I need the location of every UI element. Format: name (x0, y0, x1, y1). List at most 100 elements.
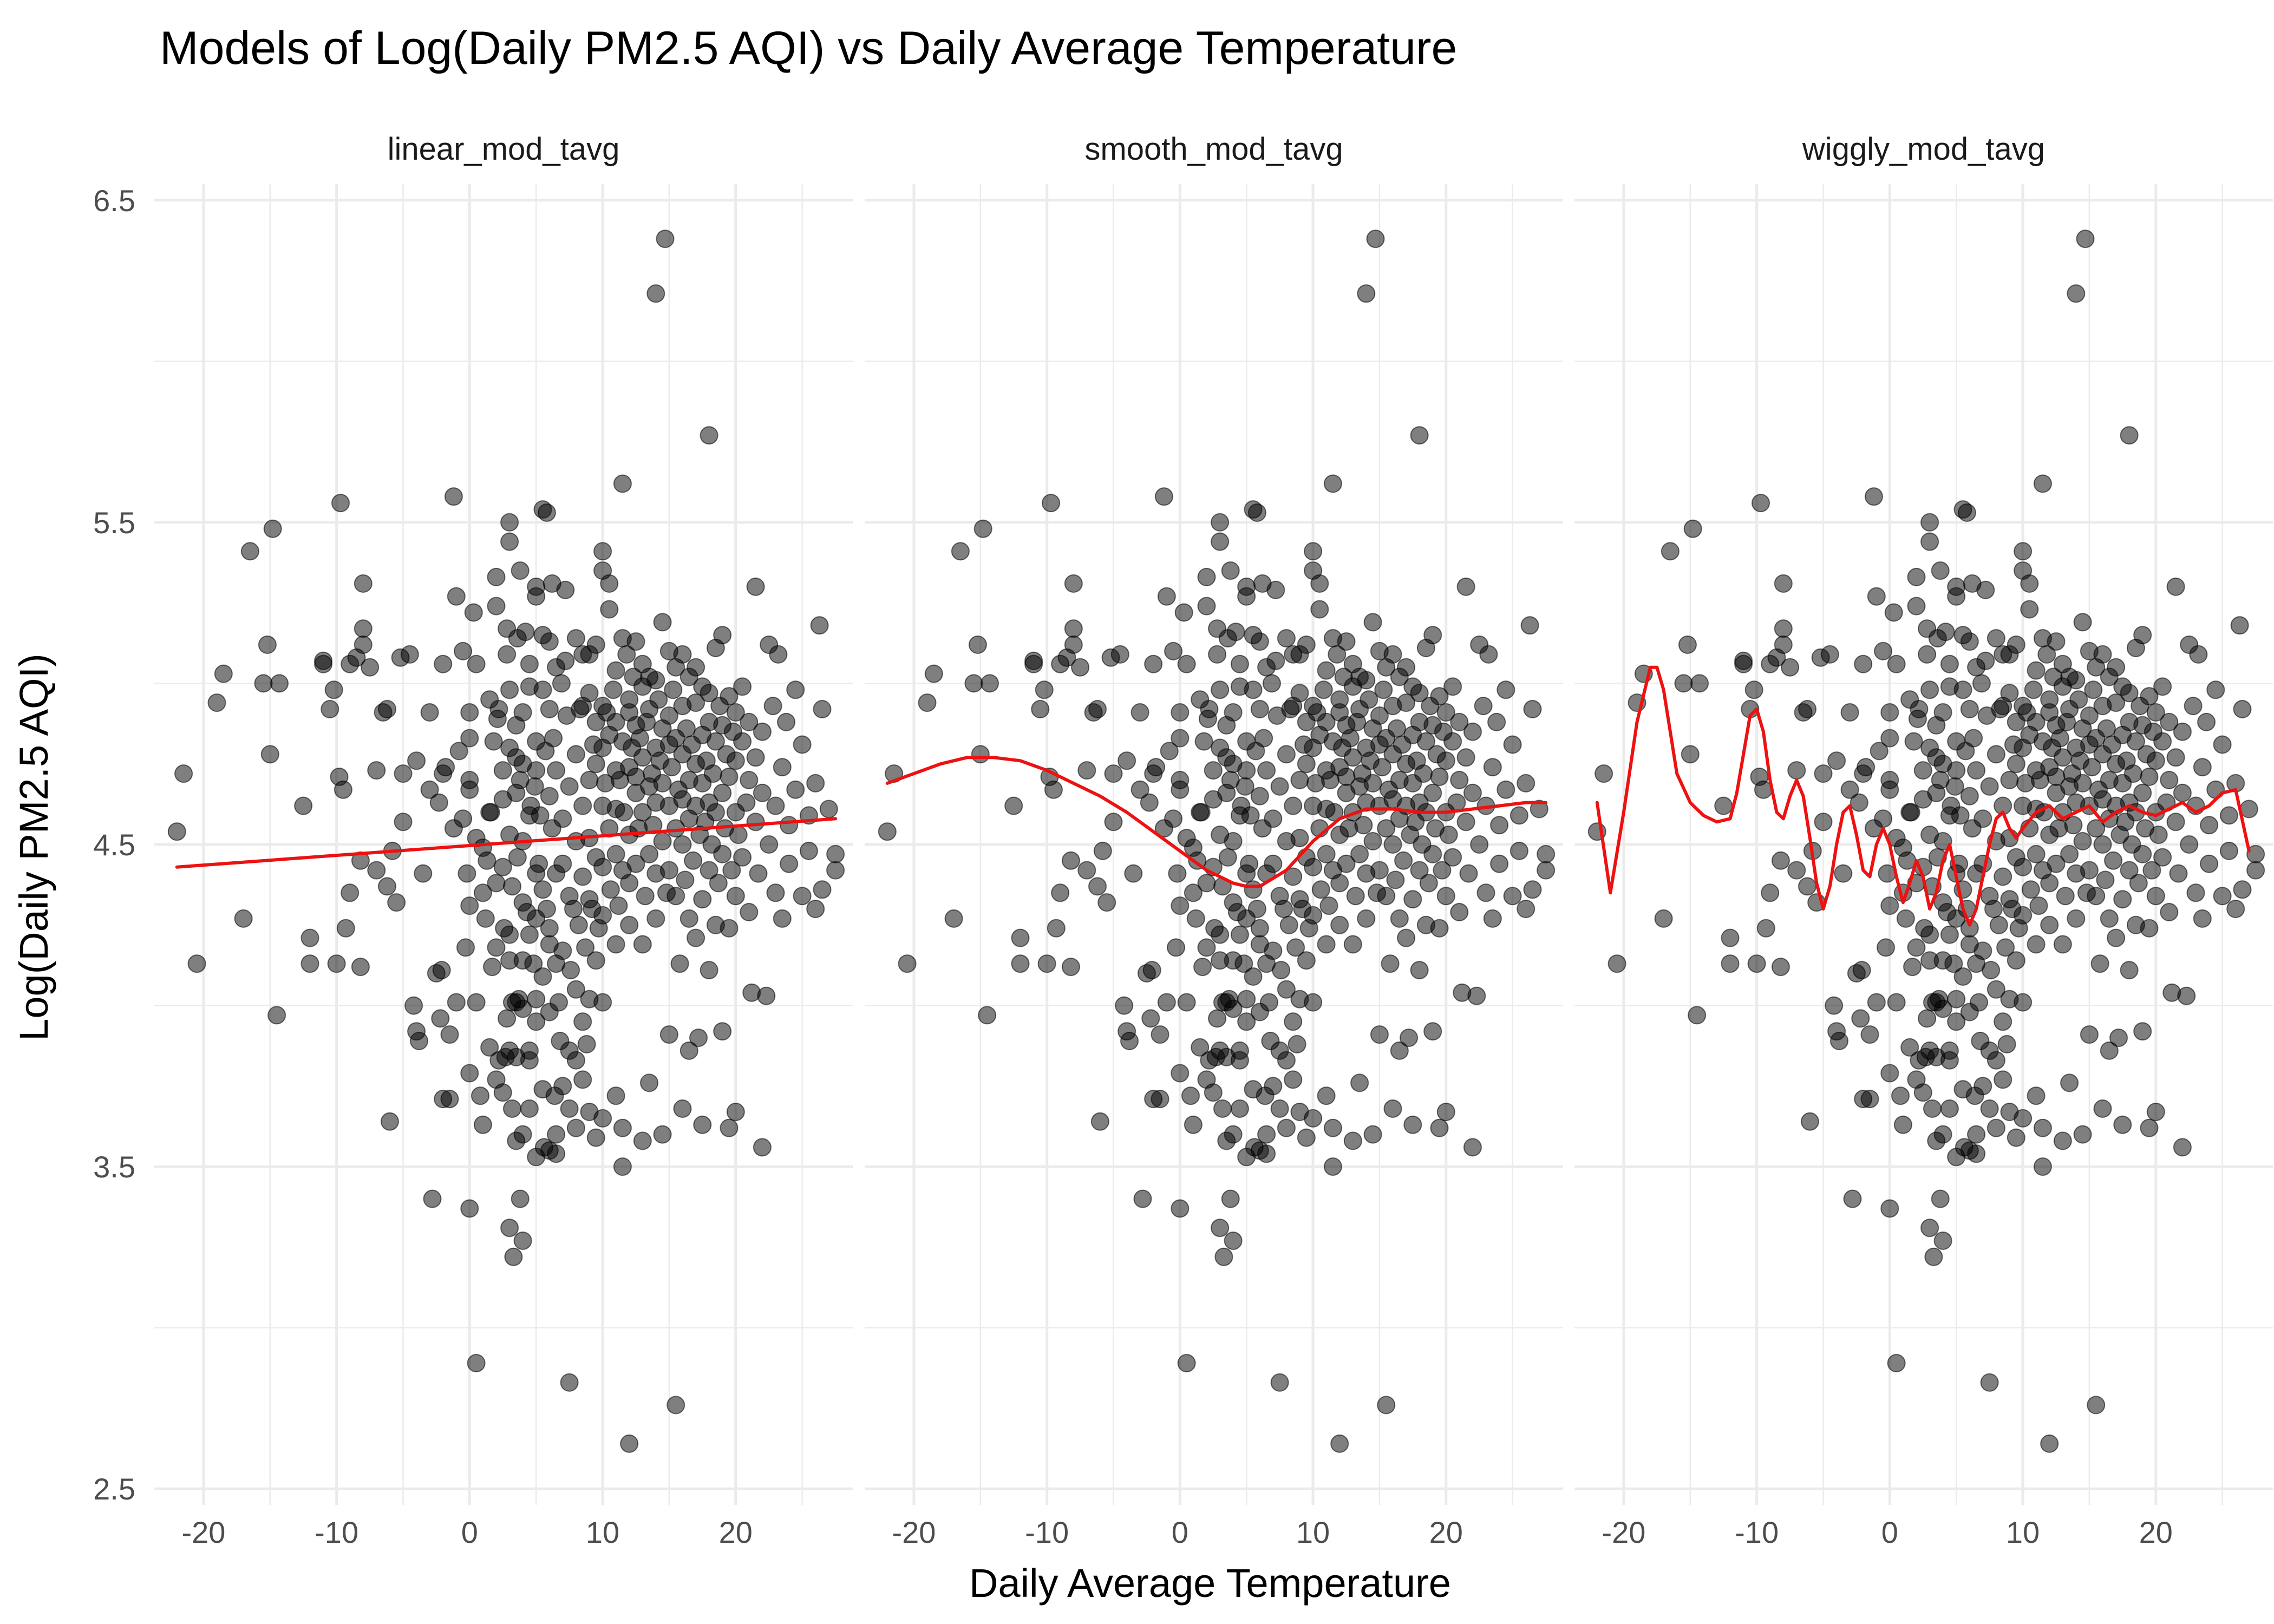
scatter-point (1996, 938, 2015, 957)
scatter-point (640, 844, 659, 863)
scatter-point (467, 993, 486, 1012)
scatter-point (1467, 986, 1486, 1005)
scatter-point (444, 487, 463, 506)
scatter-point (1284, 867, 1303, 886)
scatter-point (964, 674, 983, 693)
scatter-point (1891, 1086, 1910, 1105)
scatter-point (1104, 764, 1123, 783)
scatter-point (513, 1232, 532, 1250)
scatter-point (2107, 658, 2126, 677)
scatter-point (1184, 1115, 1203, 1134)
scatter-point (1323, 1157, 1342, 1176)
scatter-point (826, 844, 845, 863)
scatter-point (1211, 680, 1230, 699)
scatter-point (1224, 1232, 1243, 1250)
scatter-point (1443, 732, 1462, 751)
scatter-point (1989, 915, 2008, 934)
scatter-point (321, 700, 339, 718)
scatter-point (449, 742, 468, 761)
scatter-point (498, 1009, 517, 1028)
scatter-point (726, 1103, 745, 1121)
scatter-point (600, 819, 619, 838)
y-tick-label: 2.5 (93, 1472, 135, 1506)
scatter-point (2120, 961, 2139, 980)
scatter-point (2200, 816, 2219, 835)
scatter-point (2093, 645, 2112, 664)
scatter-point (1430, 768, 1449, 786)
scatter-point (500, 925, 519, 944)
scatter-point (1470, 835, 1489, 854)
scatter-point (1860, 1025, 1879, 1044)
scatter-point (746, 813, 765, 831)
scatter-point (2186, 883, 2205, 902)
scatter-point (483, 958, 502, 977)
scatter-point (1924, 1247, 1943, 1266)
scatter-point (1363, 832, 1382, 850)
scatter-point (294, 796, 313, 815)
scatter-point (1433, 861, 1452, 880)
scatter-point (187, 954, 206, 973)
scatter-point (677, 719, 696, 738)
scatter-point (799, 841, 818, 860)
scatter-point (687, 928, 705, 947)
scatter-point (2040, 874, 2059, 893)
scatter-point (436, 758, 455, 777)
scatter-point (1880, 1199, 1899, 1218)
scatter-point (1940, 1051, 1959, 1070)
scatter-point (1798, 877, 1816, 896)
scatter-point (553, 854, 572, 873)
facet-panel-smooth-mod-tavg: smooth_mod_tavg -20 -10 0 10 20 (865, 132, 1563, 1549)
scatter-point (646, 909, 665, 928)
scatter-point (1893, 1115, 1912, 1134)
scatter-point (2213, 887, 2232, 906)
scatter-point (1230, 654, 1249, 673)
scatter-point (1297, 636, 1316, 654)
scatter-point (1933, 1125, 1952, 1144)
scatter-point (2056, 887, 2075, 906)
scatter-point (380, 1112, 399, 1131)
scatter-point (1171, 771, 1190, 789)
scatter-point (1244, 680, 1263, 699)
scatter-point (1490, 816, 1509, 835)
scatter-point (540, 700, 559, 718)
scatter-point (480, 1038, 499, 1057)
scatter-point (1814, 813, 1833, 831)
scatter-point (1323, 1118, 1342, 1137)
scatter-point (1800, 1112, 1819, 1131)
scatter-point (1974, 809, 1992, 828)
scatter-point (1011, 954, 1030, 973)
scatter-point (1960, 700, 1979, 718)
scatter-point (1234, 954, 1253, 973)
scatter-point (1787, 861, 1806, 880)
scatter-point (1479, 645, 1498, 664)
scatter-point (1400, 1029, 1418, 1047)
scatter-point (636, 887, 655, 906)
scatter-point (600, 600, 619, 619)
scatter-point (1980, 777, 1999, 796)
scatter-point (1714, 796, 1733, 815)
scatter-point (1247, 503, 1266, 522)
scatter-point (1377, 887, 1396, 906)
scatter-point (2007, 755, 2025, 774)
scatter-point (1177, 1354, 1196, 1373)
scatter-point (2149, 826, 2168, 844)
scatter-point (1951, 806, 1970, 825)
scatter-point (566, 980, 585, 999)
scatter-point (493, 857, 512, 876)
scatter-point (1247, 900, 1266, 918)
scatter-point (1523, 880, 1542, 899)
scatter-point (1383, 835, 1402, 854)
scatter-point (633, 1131, 652, 1150)
scatter-point (1931, 561, 1950, 580)
scatter-point (1304, 1109, 1323, 1128)
scatter-point (576, 938, 595, 957)
scatter-point (1747, 954, 1766, 973)
scatter-point (1181, 1086, 1200, 1105)
scatter-point (1093, 841, 1112, 860)
scatter-point (447, 993, 466, 1012)
scatter-point (1047, 919, 1066, 938)
scatter-point (737, 793, 756, 812)
scatter-point (2233, 880, 2252, 899)
scatter-point (1944, 954, 1963, 973)
scatter-point (331, 494, 350, 513)
